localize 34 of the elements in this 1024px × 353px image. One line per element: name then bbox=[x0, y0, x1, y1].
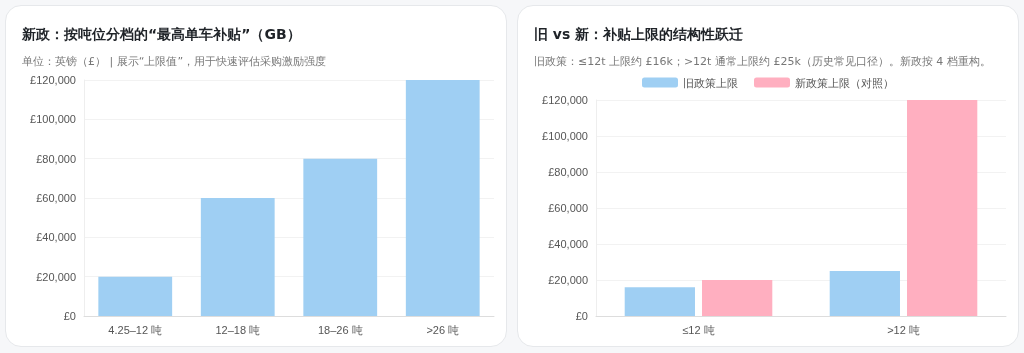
chart-subtitle: 单位：英镑（£） | 展示“上限值”，用于快速评估采购激励强度 bbox=[22, 54, 328, 69]
x-tick-label: ≤12 吨 bbox=[682, 323, 715, 336]
legend-label: 旧政策上限 bbox=[683, 76, 738, 89]
x-tick-label: 12–18 吨 bbox=[215, 323, 261, 336]
bar bbox=[829, 271, 900, 316]
legend-label: 新政策上限（对照） bbox=[795, 76, 894, 89]
bar bbox=[624, 287, 695, 316]
y-tick-label: £40,000 bbox=[36, 231, 76, 244]
y-tick-label: £120,000 bbox=[542, 94, 588, 106]
x-tick-label: 18–26 吨 bbox=[317, 323, 363, 336]
y-tick-label: £0 bbox=[63, 310, 76, 322]
chart-title: 新政：按吨位分档的“最高单车补贴”（GB） bbox=[22, 26, 302, 44]
x-tick-label: >26 吨 bbox=[426, 323, 460, 336]
y-tick-label: £20,000 bbox=[36, 270, 76, 283]
y-tick-label: £40,000 bbox=[548, 238, 588, 250]
bar bbox=[303, 158, 378, 316]
y-tick-label: £120,000 bbox=[30, 74, 76, 86]
y-tick-label: £100,000 bbox=[542, 130, 588, 142]
bar bbox=[907, 100, 978, 316]
x-tick-label: >12 吨 bbox=[887, 323, 920, 336]
chart-title: 旧 vs 新：补贴上限的结构性跃迁 bbox=[534, 26, 745, 44]
y-tick-label: £100,000 bbox=[30, 113, 76, 126]
bar bbox=[200, 198, 275, 316]
y-tick-label: £60,000 bbox=[548, 202, 588, 214]
bar bbox=[98, 276, 173, 316]
chart-subtitle: 旧政策：≤12t 上限约 £16k；>12t 通常上限约 £25k（历史常见口径）。新政按 4 档重构。 bbox=[534, 54, 992, 69]
y-tick-label: £20,000 bbox=[548, 274, 588, 286]
y-tick-label: £60,000 bbox=[36, 192, 76, 204]
bar bbox=[702, 280, 773, 316]
y-tick-label: £80,000 bbox=[548, 166, 588, 178]
y-tick-label: £0 bbox=[575, 310, 588, 322]
x-tick-label: 4.25–12 吨 bbox=[108, 323, 163, 336]
bar bbox=[405, 80, 480, 316]
y-tick-label: £80,000 bbox=[36, 152, 76, 165]
